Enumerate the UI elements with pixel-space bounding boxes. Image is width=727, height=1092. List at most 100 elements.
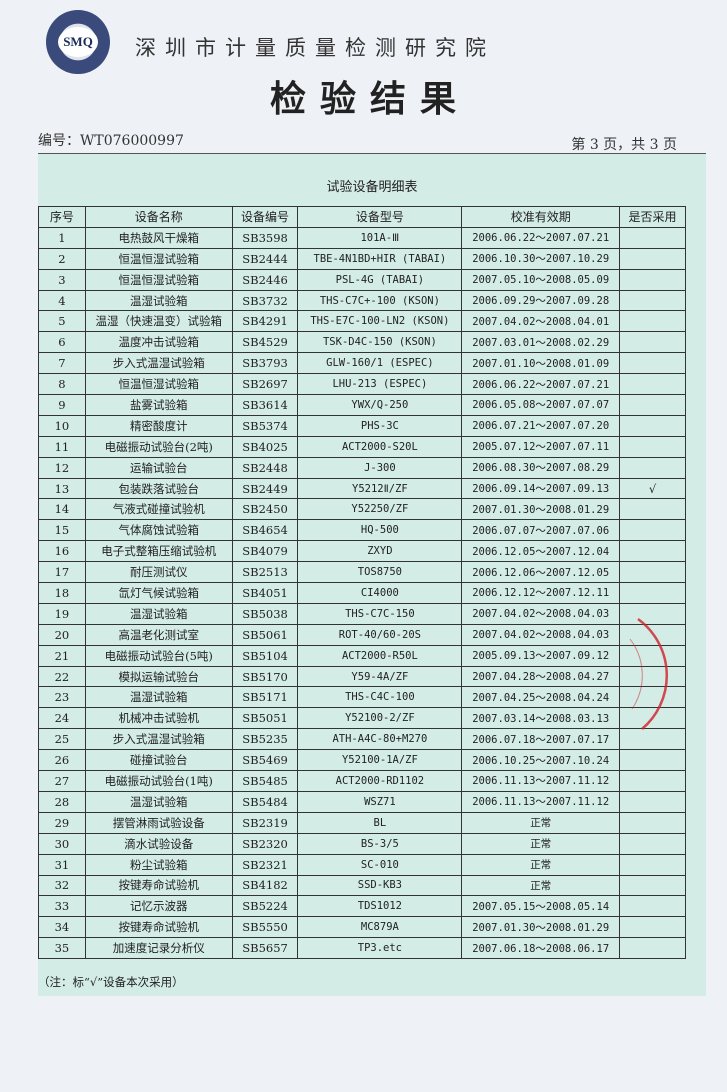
adopted-mark [619, 394, 686, 416]
equipment-model: ATH-A4C-80+M270 [297, 728, 463, 751]
equipment-model: SSD-KB3 [297, 874, 463, 897]
equipment-name: 电子式整箱压缩试验机 [84, 540, 233, 563]
equipment-model: 101A-Ⅲ [297, 226, 463, 249]
row-number: 8 [38, 373, 86, 396]
table-row: 27 电磁振动试验台(1吨) SB5485 ACT2000-RD1102 2006.11… [38, 770, 686, 792]
equipment-id: SB5171 [231, 686, 299, 709]
equipment-model: TOS8750 [297, 561, 463, 584]
equipment-id: SB2446 [231, 268, 299, 291]
calibration-validity: 正常 [461, 811, 621, 834]
row-number: 5 [38, 310, 86, 333]
equipment-id: SB4051 [231, 582, 299, 604]
table-row: 34 按键寿命试验机 SB5550 MC879A 2007.01.30～2008.01.… [38, 916, 686, 939]
equipment-panel: 试验设备明细表 序号 设备名称 设备编号 设备型号 校准有效期 是否采用 1 电热鼓风干燥箱… [38, 153, 706, 996]
equipment-name: 氙灯气候试验箱 [84, 582, 233, 604]
equipment-name: 滴水试验设备 [84, 832, 233, 855]
table-row: 5 温湿（快速温变）试验箱 SB4291 THS-E7C-100-LN2 (KSON)… [38, 310, 686, 333]
column-header: 设备名称 [84, 206, 233, 228]
table-row: 21 电磁振动试验台(5吨) SB5104 ACT2000-R50L 2005.09.1… [38, 644, 686, 667]
equipment-model: WSZ71 [297, 790, 463, 813]
equipment-name: 温湿试验箱 [84, 602, 233, 625]
calibration-validity: 2005.09.13～2007.09.12 [461, 644, 621, 667]
equipment-name: 记忆示波器 [84, 895, 233, 918]
calibration-validity: 2006.12.05～2007.12.04 [461, 540, 621, 563]
equipment-name: 步入式温湿试验箱 [84, 728, 233, 751]
row-number: 12 [38, 456, 86, 479]
adopted-mark [619, 373, 686, 396]
equipment-name: 电磁振动试验台(1吨) [84, 770, 233, 792]
adopted-mark [619, 853, 686, 876]
calibration-validity: 2007.04.02～2008.04.03 [461, 623, 621, 646]
adopted-mark [619, 895, 686, 918]
equipment-id: SB5550 [231, 916, 299, 939]
adopted-mark [619, 456, 686, 479]
equipment-id: SB3614 [231, 394, 299, 416]
equipment-name: 电磁振动试验台(5吨) [84, 644, 233, 667]
calibration-validity: 2007.01.30～2008.01.29 [461, 498, 621, 521]
calibration-validity: 正常 [461, 832, 621, 855]
row-number: 24 [38, 707, 86, 730]
table-row: 4 温湿试验箱 SB3732 THS-C7C+-100 (KSON) 2006.09.2… [38, 289, 686, 312]
equipment-id: SB4654 [231, 519, 299, 542]
equipment-id: SB4182 [231, 874, 299, 897]
table-row: 10 精密酸度计 SB5374 PHS-3C 2006.07.21～2007.07.20 [38, 414, 686, 437]
equipment-model: J-300 [297, 456, 463, 479]
table-row: 15 气体腐蚀试验箱 SB4654 HQ-500 2006.07.07～2007.07.… [38, 519, 686, 542]
calibration-validity: 2006.11.13～2007.11.12 [461, 770, 621, 792]
row-number: 30 [38, 832, 86, 855]
equipment-id: SB3598 [231, 226, 299, 249]
page-title: 检验结果 [270, 78, 471, 120]
equipment-id: SB5038 [231, 602, 299, 625]
column-header: 设备型号 [297, 206, 463, 228]
equipment-model: SC-010 [297, 853, 463, 876]
row-number: 35 [38, 937, 86, 960]
adopted-mark [619, 937, 686, 960]
equipment-id: SB2450 [231, 498, 299, 521]
table-row: 33 记忆示波器 SB5224 TDS1012 2007.05.15～2008.05.1… [38, 895, 686, 918]
smq-logo: SMQ [46, 10, 110, 74]
table-row: 7 步入式温湿试验箱 SB3793 GLW-160/1 (ESPEC) 2007.01.… [38, 352, 686, 375]
calibration-validity: 2006.11.13～2007.11.12 [461, 790, 621, 813]
table-row: 14 气液式碰撞试验机 SB2450 Y52250/ZF 2007.01.30～2008… [38, 498, 686, 521]
organization-name: 深圳市计量质量检测研究院 [135, 36, 495, 60]
equipment-table: 序号 设备名称 设备编号 设备型号 校准有效期 是否采用 1 电热鼓风干燥箱 SB3598 10… [38, 206, 686, 960]
row-number: 31 [38, 853, 86, 876]
adopted-mark [619, 519, 686, 542]
equipment-model: THS-E7C-100-LN2 (KSON) [297, 310, 463, 333]
adopted-mark [619, 226, 686, 249]
table-header-row: 序号 设备名称 设备编号 设备型号 校准有效期 是否采用 [38, 206, 686, 228]
equipment-model: HQ-500 [297, 519, 463, 542]
row-number: 29 [38, 811, 86, 834]
adopted-mark [619, 832, 686, 855]
equipment-name: 耐压测试仪 [84, 561, 233, 584]
equipment-id: SB2513 [231, 561, 299, 584]
row-number: 32 [38, 874, 86, 897]
table-row: 12 运输试验台 SB2448 J-300 2006.08.30～2007.08.29 [38, 456, 686, 479]
calibration-validity: 2007.05.15～2008.05.14 [461, 895, 621, 918]
equipment-model: ROT-40/60-20S [297, 623, 463, 646]
calibration-validity: 2007.01.10～2008.01.09 [461, 352, 621, 375]
equipment-name: 温湿试验箱 [84, 686, 233, 709]
equipment-id: SB5224 [231, 895, 299, 918]
row-number: 20 [38, 623, 86, 646]
equipment-model: TP3.etc [297, 937, 463, 960]
equipment-model: Y59-4A/ZF [297, 665, 463, 688]
calibration-validity: 2006.07.21～2007.07.20 [461, 414, 621, 437]
equipment-name: 温湿试验箱 [84, 790, 233, 813]
calibration-validity: 2006.08.30～2007.08.29 [461, 456, 621, 479]
column-header: 校准有效期 [461, 206, 621, 228]
calibration-validity: 正常 [461, 874, 621, 897]
column-header: 序号 [38, 206, 86, 228]
row-number: 15 [38, 519, 86, 542]
equipment-id: SB4025 [231, 435, 299, 458]
equipment-model: THS-C7C-150 [297, 602, 463, 625]
adopted-mark [619, 289, 686, 312]
equipment-name: 高温老化测试室 [84, 623, 233, 646]
adopted-mark [619, 268, 686, 291]
adopted-mark [619, 770, 686, 792]
calibration-validity: 2006.07.18～2007.07.17 [461, 728, 621, 751]
calibration-validity: 2006.09.14～2007.09.13 [461, 477, 621, 500]
equipment-model: Y5212Ⅱ/ZF [297, 477, 463, 500]
adopted-mark [619, 247, 686, 270]
table-row: 8 恒温恒湿试验箱 SB2697 LHU-213 (ESPEC) 2006.06.22～… [38, 373, 686, 396]
